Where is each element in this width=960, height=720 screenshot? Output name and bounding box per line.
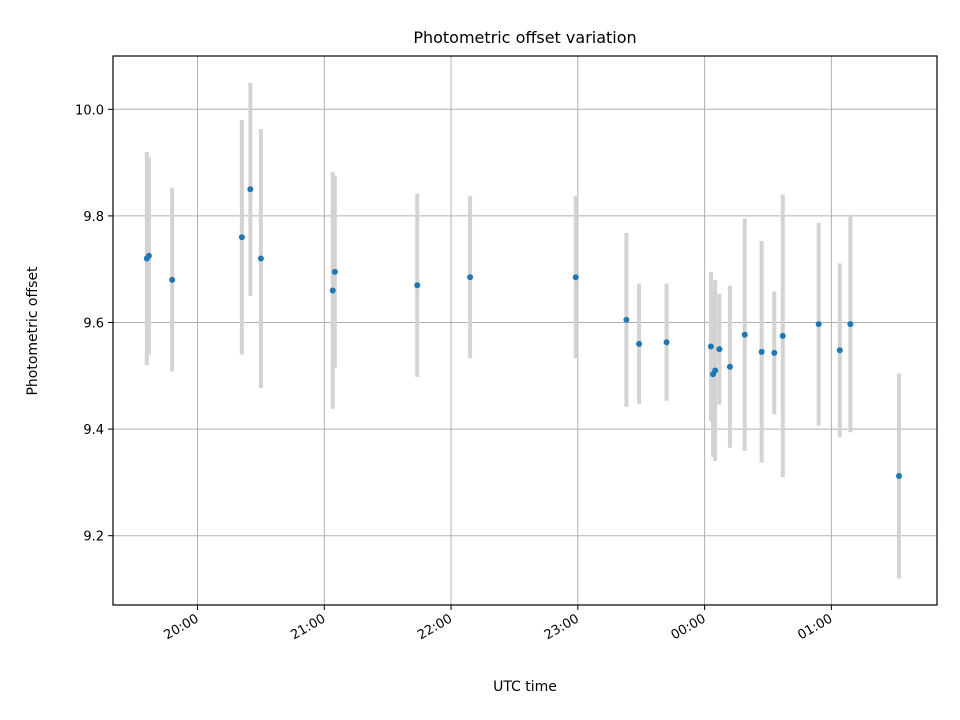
data-point [414,282,421,289]
data-point [663,339,670,346]
data-point [758,348,765,355]
y-tick-label: 9.2 [83,530,104,545]
y-tick-label: 10.0 [75,103,104,118]
data-point [741,331,748,338]
data-point [716,346,723,353]
y-axis-label: Photometric offset [25,266,41,396]
data-point [623,316,630,323]
chart-title: Photometric offset variation [413,28,636,47]
data-point [329,287,336,294]
y-tick-label: 9.6 [83,317,104,332]
data-point [771,349,778,356]
data-point [238,234,245,241]
data-point [636,340,643,347]
data-point [257,255,264,262]
data-point [847,321,854,328]
data-point [467,274,474,281]
data-point [815,321,822,328]
data-point [712,367,719,374]
data-point [572,274,579,281]
y-tick-label: 9.4 [83,423,104,438]
data-point [145,252,152,259]
data-point [726,363,733,370]
plot-frame [112,55,938,606]
data-point [247,186,254,193]
data-point [707,343,714,350]
data-point [779,332,786,339]
data-point [895,473,902,480]
data-point [169,276,176,283]
data-point [836,347,843,354]
point-layer [143,186,902,480]
y-tick-label: 9.8 [83,210,104,225]
x-axis-label: UTC time [493,679,557,695]
data-point [331,268,338,275]
